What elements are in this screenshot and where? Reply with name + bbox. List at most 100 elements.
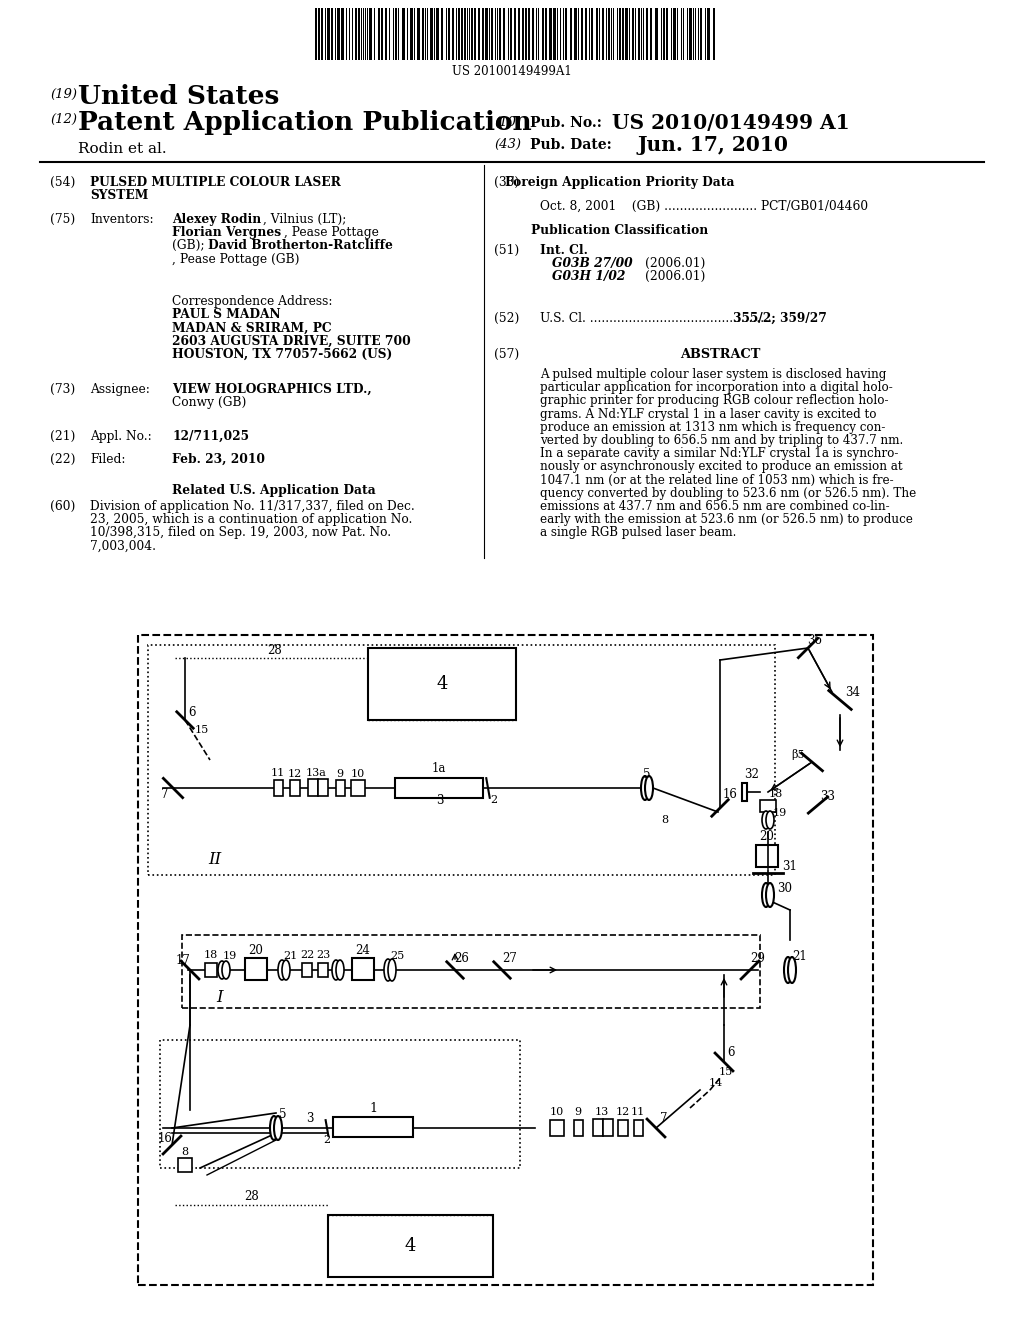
- Text: , Vilnius (LT);: , Vilnius (LT);: [263, 213, 346, 226]
- Text: 3: 3: [306, 1111, 313, 1125]
- Ellipse shape: [766, 810, 774, 829]
- Ellipse shape: [282, 960, 290, 979]
- Bar: [574, 8, 577, 59]
- Text: 8: 8: [181, 1147, 188, 1158]
- Text: ABSTRACT: ABSTRACT: [680, 348, 760, 360]
- Bar: [417, 8, 420, 59]
- Bar: [205, 964, 217, 977]
- Bar: [713, 8, 715, 59]
- Bar: [490, 8, 493, 59]
- Bar: [482, 8, 484, 59]
- Bar: [351, 780, 365, 796]
- Text: PULSED MULTIPLE COLOUR LASER: PULSED MULTIPLE COLOUR LASER: [90, 176, 341, 189]
- Bar: [369, 8, 372, 59]
- Bar: [148, 645, 775, 875]
- Text: 3: 3: [436, 793, 443, 807]
- Ellipse shape: [270, 1115, 278, 1140]
- Text: Pub. Date:: Pub. Date:: [530, 139, 611, 152]
- Text: 1a: 1a: [432, 763, 446, 776]
- Text: 26: 26: [455, 952, 469, 965]
- Bar: [522, 8, 524, 59]
- Bar: [336, 780, 345, 796]
- Text: 11: 11: [271, 768, 285, 777]
- Text: Correspondence Address:: Correspondence Address:: [172, 294, 333, 308]
- Text: Jun. 17, 2010: Jun. 17, 2010: [638, 135, 790, 154]
- Text: HOUSTON, TX 77057-5662 (US): HOUSTON, TX 77057-5662 (US): [172, 347, 392, 360]
- Bar: [385, 8, 387, 59]
- Text: PAUL S MADAN: PAUL S MADAN: [172, 308, 281, 321]
- Text: 4: 4: [404, 1237, 416, 1255]
- Text: early with the emission at 523.6 nm (or 526.5 nm) to produce: early with the emission at 523.6 nm (or …: [540, 513, 912, 527]
- Bar: [549, 8, 552, 59]
- Text: 7: 7: [161, 788, 169, 801]
- Text: 1047.1 nm (or at the related line of 1053 nm) which is fre-: 1047.1 nm (or at the related line of 105…: [540, 474, 894, 487]
- Text: (12): (12): [50, 114, 77, 125]
- Text: particular application for incorporation into a digital holo-: particular application for incorporation…: [540, 381, 893, 395]
- Text: (43): (43): [494, 139, 521, 150]
- Bar: [596, 8, 598, 59]
- Text: (10): (10): [494, 116, 521, 129]
- Bar: [622, 8, 624, 59]
- Bar: [368, 648, 516, 719]
- Bar: [160, 1040, 520, 1168]
- Text: Patent Application Publication: Patent Application Publication: [78, 110, 531, 135]
- Text: 31: 31: [782, 859, 798, 873]
- Bar: [574, 1119, 583, 1137]
- Text: 4: 4: [436, 675, 447, 693]
- Bar: [518, 8, 520, 59]
- Bar: [290, 780, 300, 796]
- Bar: [663, 8, 665, 59]
- Text: (75): (75): [50, 213, 75, 226]
- Bar: [395, 777, 483, 799]
- Bar: [625, 8, 628, 59]
- Text: 10: 10: [351, 770, 366, 779]
- Text: verted by doubling to 656.5 nm and by tripling to 437.7 nm.: verted by doubling to 656.5 nm and by tr…: [540, 434, 903, 447]
- Text: a single RGB pulsed laser beam.: a single RGB pulsed laser beam.: [540, 527, 736, 540]
- Text: grams. A Nd:YLF crystal 1 in a laser cavity is excited to: grams. A Nd:YLF crystal 1 in a laser cav…: [540, 408, 877, 421]
- Text: 25: 25: [390, 950, 404, 961]
- Bar: [673, 8, 676, 59]
- Ellipse shape: [384, 960, 392, 981]
- Text: 2: 2: [324, 1135, 331, 1144]
- Bar: [742, 783, 746, 801]
- Ellipse shape: [332, 960, 340, 979]
- Bar: [441, 8, 443, 59]
- Bar: [430, 8, 433, 59]
- Text: 30: 30: [777, 882, 793, 895]
- Bar: [707, 8, 710, 59]
- Text: Publication Classification: Publication Classification: [531, 224, 709, 238]
- Bar: [570, 8, 572, 59]
- Bar: [274, 780, 283, 796]
- Bar: [327, 8, 330, 59]
- Text: Pub. No.:: Pub. No.:: [530, 116, 602, 129]
- Text: 8: 8: [662, 814, 669, 825]
- Ellipse shape: [788, 957, 796, 983]
- Bar: [485, 8, 488, 59]
- Bar: [318, 779, 328, 796]
- Text: 19: 19: [223, 950, 238, 961]
- Bar: [352, 958, 374, 979]
- Text: 15: 15: [195, 725, 209, 735]
- Text: (30): (30): [494, 176, 519, 189]
- Bar: [395, 8, 397, 59]
- Text: G03H 1/02: G03H 1/02: [552, 271, 626, 284]
- Bar: [565, 8, 567, 59]
- Text: 17: 17: [175, 954, 190, 968]
- Bar: [315, 8, 317, 59]
- Text: 7,003,004.: 7,003,004.: [90, 540, 156, 553]
- Text: 34: 34: [846, 685, 860, 698]
- Bar: [378, 8, 380, 59]
- Text: 32: 32: [744, 768, 760, 781]
- Bar: [461, 8, 463, 59]
- Ellipse shape: [645, 776, 653, 800]
- Text: Assignee:: Assignee:: [90, 383, 150, 396]
- Bar: [245, 958, 267, 979]
- Bar: [471, 8, 473, 59]
- Bar: [634, 1119, 643, 1137]
- Bar: [593, 1119, 603, 1137]
- Text: 19: 19: [773, 808, 787, 818]
- Bar: [499, 8, 501, 59]
- Bar: [302, 964, 312, 977]
- Bar: [514, 8, 516, 59]
- Bar: [632, 8, 634, 59]
